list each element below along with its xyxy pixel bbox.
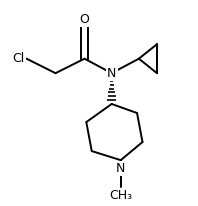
- Text: N: N: [107, 67, 116, 80]
- Text: CH₃: CH₃: [109, 189, 132, 202]
- Text: Cl: Cl: [12, 52, 25, 65]
- Text: O: O: [80, 13, 89, 26]
- Text: N: N: [116, 162, 125, 175]
